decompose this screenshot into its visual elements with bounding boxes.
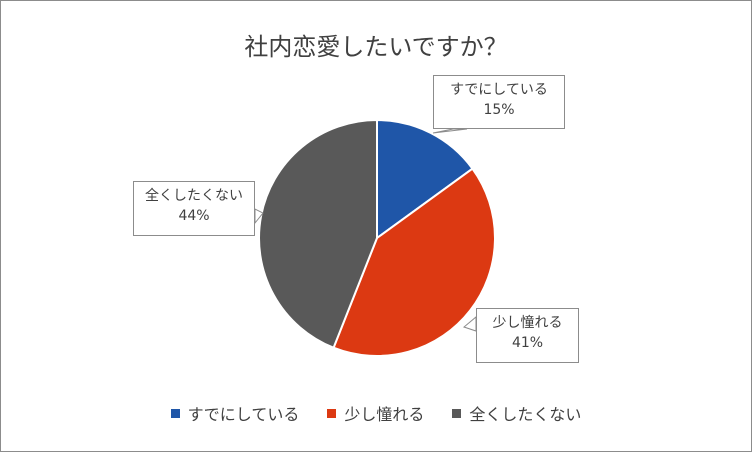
legend-item-already-dating: すでにしている bbox=[170, 401, 300, 425]
legend-item-not-at-all: 全くしたくない bbox=[452, 401, 581, 425]
data-label-value: 15% bbox=[483, 102, 515, 118]
data-label-category: 全くしたくない bbox=[145, 188, 243, 204]
chart-title: 社内恋愛したいですか？ bbox=[244, 33, 508, 61]
callout-pointer-already-dating bbox=[432, 128, 468, 134]
legend-label: 全くしたくない bbox=[469, 405, 582, 424]
pie-slice-slightly-longing bbox=[332, 167, 496, 357]
data-label-slightly-longing: 少し憧れる 41% bbox=[476, 308, 579, 363]
legend-item-slightly-longing: 少し憧れる bbox=[327, 401, 424, 425]
legend-swatch bbox=[170, 408, 180, 418]
data-label-not-at-all: 全くしたくない 44% bbox=[133, 181, 255, 236]
data-label-category: 少し憧れる bbox=[492, 315, 563, 331]
data-label-value: 44% bbox=[178, 208, 210, 224]
data-label-category: すでにしている bbox=[450, 82, 548, 98]
legend-label: すでにしている bbox=[187, 405, 300, 424]
callout-pointer-slightly-longing bbox=[462, 315, 477, 332]
legend-label: 少し憧れる bbox=[344, 405, 425, 424]
legend-swatch bbox=[452, 408, 462, 418]
legend-swatch bbox=[327, 408, 337, 418]
data-label-already-dating: すでにしている 15% bbox=[433, 75, 565, 129]
data-label-value: 41% bbox=[511, 335, 544, 351]
legend: すでにしている 少し憧れる 全くしたくない bbox=[1, 401, 751, 425]
pie-slice-already-dating bbox=[376, 118, 474, 240]
callout-pointer-not-at-all bbox=[254, 208, 264, 225]
